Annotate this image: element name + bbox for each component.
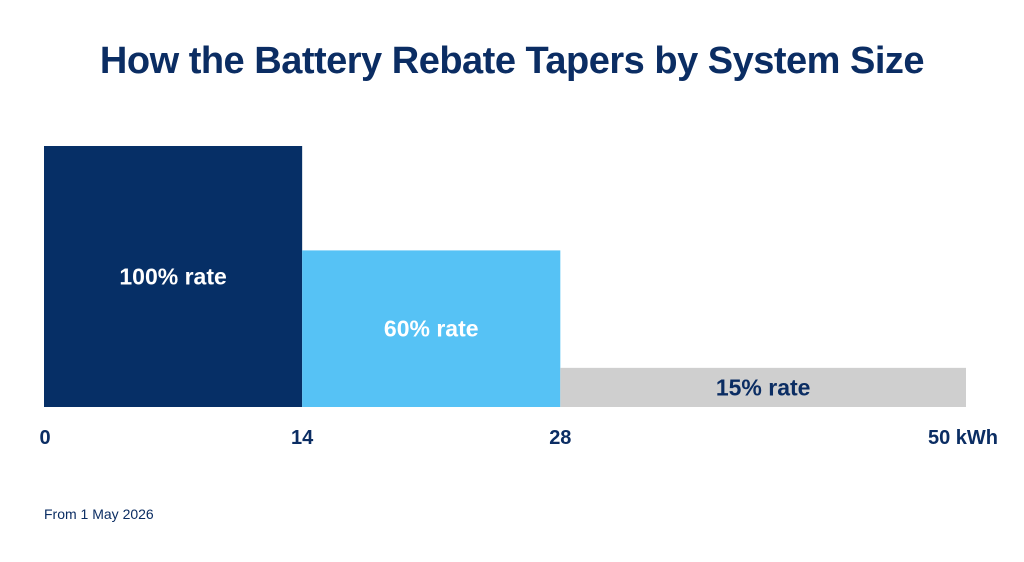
x-tick-label-1: 14 bbox=[291, 427, 314, 449]
bar-label-1: 60% rate bbox=[384, 316, 479, 342]
bar-segment-1 bbox=[302, 250, 561, 407]
bar-segment-2 bbox=[560, 367, 966, 407]
x-tick-label-2: 28 bbox=[549, 427, 571, 449]
x-tick-label-3: 50 kWh bbox=[928, 427, 998, 449]
bar-segment-0 bbox=[44, 146, 303, 407]
footnote: From 1 May 2026 bbox=[44, 506, 154, 522]
bar-label-0: 100% rate bbox=[119, 264, 226, 290]
chart-title: How the Battery Rebate Tapers by System … bbox=[99, 40, 925, 82]
bar-label-2: 15% rate bbox=[716, 374, 811, 400]
x-tick-label-0: 0 bbox=[39, 427, 50, 449]
